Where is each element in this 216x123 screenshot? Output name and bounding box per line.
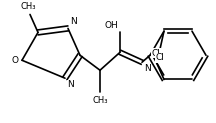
Text: CH₃: CH₃	[92, 96, 108, 105]
Text: Cl: Cl	[152, 49, 160, 58]
Text: N: N	[70, 17, 77, 26]
Text: N: N	[144, 64, 151, 73]
Text: N: N	[67, 80, 74, 89]
Text: OH: OH	[104, 21, 118, 30]
Text: CH₃: CH₃	[20, 2, 36, 11]
Text: Cl: Cl	[156, 53, 164, 62]
Text: O: O	[11, 56, 18, 65]
